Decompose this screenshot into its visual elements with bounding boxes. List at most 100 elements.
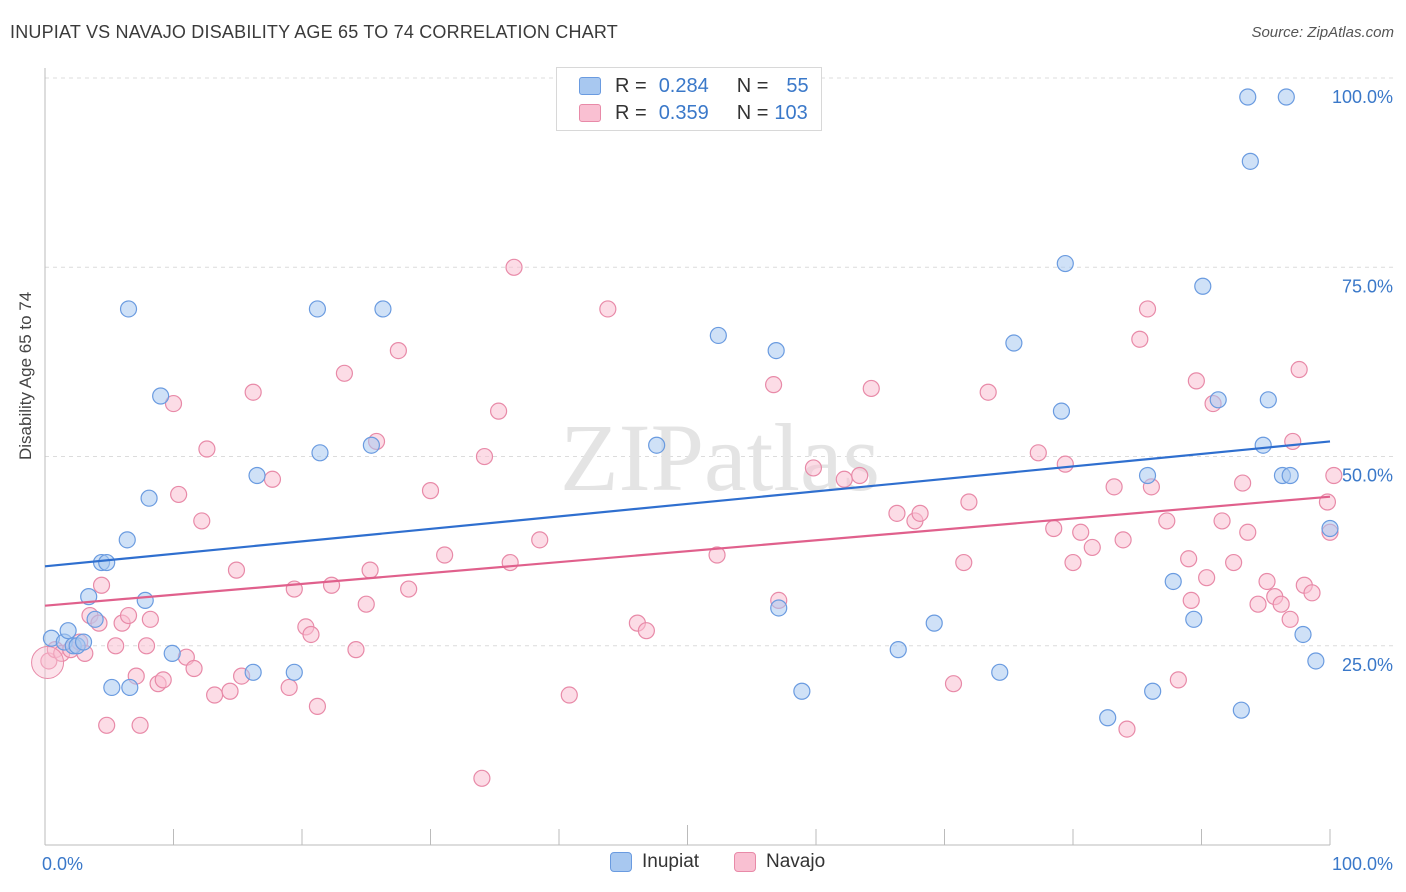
navajo-point <box>31 645 65 679</box>
navajo-point <box>1213 512 1231 530</box>
navajo-point <box>1045 519 1063 538</box>
trend-lines <box>44 440 1331 607</box>
navajo-point <box>322 576 341 594</box>
navajo-point <box>955 553 973 572</box>
watermark: ZIPatlas <box>560 404 880 511</box>
y-axis-label: Disability Age 65 to 74 <box>16 291 35 460</box>
inupiat-point <box>285 663 303 681</box>
n-value: 103 <box>774 101 808 124</box>
inupiat-point <box>1254 436 1272 454</box>
inupiat-point <box>1209 391 1227 409</box>
inupiat-point <box>140 489 158 507</box>
navajo-point <box>221 682 239 700</box>
navajo-point <box>637 622 655 640</box>
navajo-point <box>599 300 617 318</box>
navajo-point <box>1072 523 1090 541</box>
n-label: N = <box>736 101 769 124</box>
inupiat-point <box>793 682 811 700</box>
inupiat-point <box>121 678 139 697</box>
inupiat-point <box>1239 88 1257 106</box>
navajo-point <box>1169 671 1187 689</box>
navajo-point <box>227 561 246 579</box>
inupiat-point <box>1005 334 1023 352</box>
navajo-point <box>1258 572 1276 591</box>
navajo-swatch <box>734 852 756 872</box>
navajo-point <box>98 716 116 734</box>
navajo-point <box>137 637 156 655</box>
navajo-point <box>1056 455 1074 473</box>
navajo-point <box>92 576 111 594</box>
inupiat-point <box>889 641 907 659</box>
navajo-point <box>804 459 823 477</box>
navajo-point <box>835 470 853 488</box>
inupiat-point <box>362 436 380 454</box>
navajo-point <box>1239 523 1257 541</box>
inupiat-point <box>648 436 666 454</box>
navajo-point <box>1029 444 1047 462</box>
navajo-point <box>1158 512 1176 530</box>
navajo-point <box>1303 584 1321 602</box>
tick-labels: 25.0% 50.0% 75.0% 100.0% 0.0% 100.0% <box>42 87 1393 874</box>
navajo-point <box>1138 300 1157 318</box>
navajo-point <box>119 606 138 625</box>
inupiat-point <box>136 591 154 610</box>
axes <box>44 68 1331 846</box>
n-label: N = <box>736 74 769 97</box>
inupiat-swatch <box>579 77 601 95</box>
inupiat-point <box>374 300 392 318</box>
inupiat-point <box>709 326 727 345</box>
inupiat-trend-line <box>44 440 1331 568</box>
navajo-point <box>400 580 418 598</box>
x-tick-label: 100.0% <box>1332 854 1393 874</box>
navajo-point <box>960 493 978 511</box>
source-credit: Source: ZipAtlas.com <box>1251 24 1394 41</box>
inupiat-point <box>1232 701 1250 719</box>
navajo-point <box>1180 550 1198 568</box>
navajo-point <box>944 675 963 693</box>
inupiat-point <box>1307 652 1325 670</box>
navajo-point <box>501 553 519 572</box>
navajo-point <box>1118 720 1136 738</box>
navajo-point <box>198 440 216 458</box>
navajo-point <box>185 659 203 678</box>
navajo-point <box>302 625 320 644</box>
navajo-point <box>531 531 549 549</box>
navajo-point <box>1083 538 1101 557</box>
y-tick-label: 100.0% <box>1332 87 1393 107</box>
x-tick-label: 0.0% <box>42 854 83 874</box>
navajo-point <box>1114 531 1132 549</box>
navajo-point <box>1225 553 1243 572</box>
inupiat-point <box>1052 402 1071 420</box>
inupiat-point <box>1259 391 1277 409</box>
inupiat-point <box>86 610 104 628</box>
navajo-point <box>389 341 407 360</box>
inupiat-point <box>1099 709 1117 727</box>
legend-item-navajo: Navajo <box>734 851 825 873</box>
inupiat-point <box>1277 88 1295 106</box>
legend-label: Inupiat <box>642 851 700 872</box>
legend-row-inupiat: R = 0.284 N = 55 <box>579 73 809 99</box>
navajo-point <box>1198 569 1216 587</box>
chart-title: INUPIAT VS NAVAJO DISABILITY AGE 65 TO 7… <box>10 22 618 42</box>
inupiat-point <box>244 663 262 681</box>
navajo-point <box>164 394 183 413</box>
navajo-point <box>244 383 262 401</box>
inupiat-point <box>1281 466 1299 485</box>
navajo-point <box>263 470 282 488</box>
inupiat-point <box>103 678 121 697</box>
correlation-legend: R = 0.284 N = 55 R = 0.359 N = 103 <box>556 67 822 131</box>
navajo-point <box>708 546 726 564</box>
navajo-point <box>490 402 508 420</box>
navajo-point <box>1234 474 1252 492</box>
inupiat-point <box>59 622 77 640</box>
navajo-point <box>131 716 149 734</box>
legend-row-navajo: R = 0.359 N = 103 <box>579 100 808 126</box>
inupiat-point <box>74 633 93 651</box>
inupiat-point <box>1241 152 1259 170</box>
inupiat-point <box>1056 254 1074 273</box>
inupiat-point <box>925 614 943 632</box>
y-tick-label: 75.0% <box>1342 276 1393 296</box>
r-label: R = <box>615 74 647 97</box>
inupiat-point <box>119 300 138 318</box>
navajo-point <box>1182 591 1200 610</box>
